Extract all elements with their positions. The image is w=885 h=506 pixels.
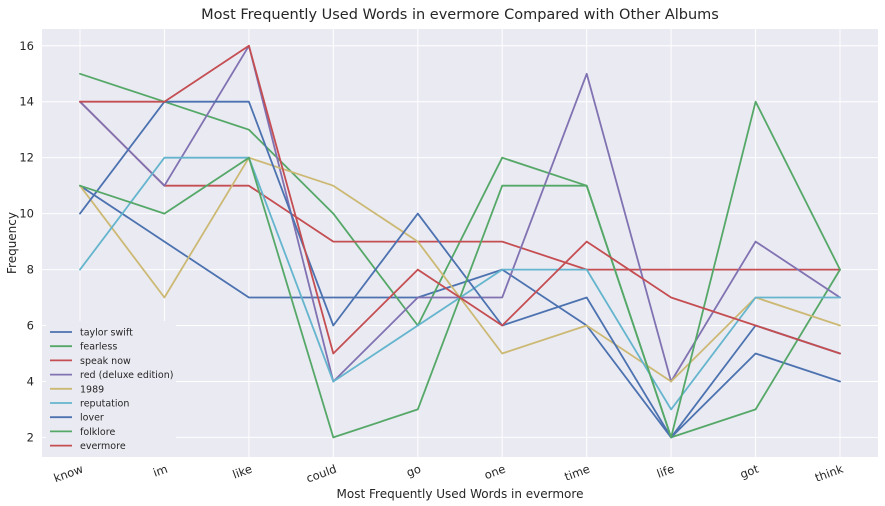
legend-label: folklore [80, 427, 115, 438]
legend-label: taylor swift [80, 328, 133, 339]
x-axis-label: Most Frequently Used Words in evermore [337, 487, 584, 501]
x-tick-label: life [655, 462, 676, 481]
y-tick-label: 14 [19, 95, 34, 109]
y-tick-label: 2 [27, 430, 34, 444]
y-tick-label: 6 [27, 319, 34, 333]
y-tick-label: 4 [27, 374, 34, 388]
legend-label: reputation [80, 399, 129, 410]
x-tick-label: go [405, 462, 423, 480]
legend: taylor swift fearless speak now red (deluxe… [46, 321, 176, 457]
x-tick-label: think [813, 462, 845, 485]
series-line-taylor-swift [79, 184, 841, 439]
series-line-lover [79, 100, 841, 439]
y-axis-label: Frequency [5, 212, 19, 274]
series-lines [79, 44, 841, 439]
x-tick-label: im [151, 462, 169, 480]
x-tick-label: could [304, 462, 338, 486]
legend-label: speak now [80, 356, 131, 367]
y-tick-label: 10 [19, 207, 34, 221]
chart-title: Most Frequently Used Words in evermore C… [201, 7, 719, 23]
x-tick-label: got [738, 462, 761, 482]
x-tick-label: one [482, 462, 507, 482]
grid [42, 29, 878, 457]
series-line-evermore [79, 44, 841, 355]
y-tick-label: 12 [19, 151, 34, 165]
x-tick-label: know [52, 462, 85, 486]
y-tick-label: 16 [19, 39, 34, 53]
legend-label: red (deluxe edition) [80, 370, 173, 381]
legend-label: lover [80, 413, 104, 424]
legend-label: evermore [80, 441, 126, 452]
y-tick-label: 8 [27, 263, 34, 277]
x-tick-label: like [231, 462, 254, 482]
legend-label: 1989 [80, 384, 104, 395]
legend-label: fearless [80, 342, 117, 353]
x-tick-label: time [562, 462, 591, 484]
